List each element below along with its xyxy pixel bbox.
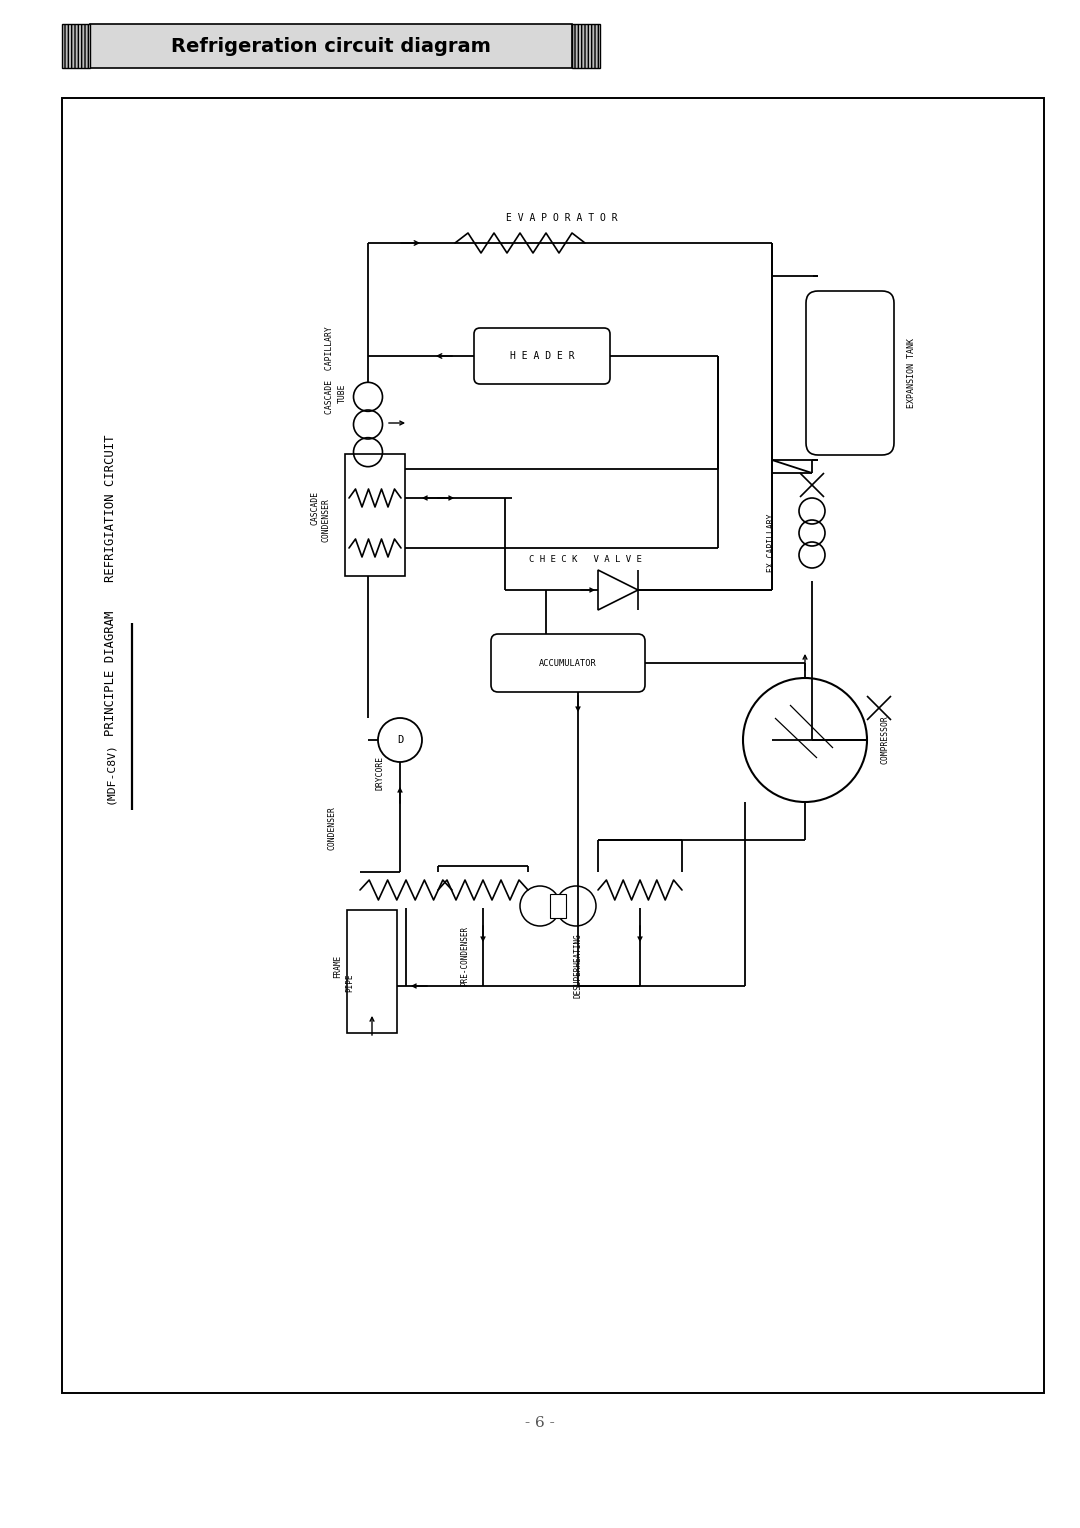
FancyBboxPatch shape [491,634,645,692]
Text: PIPE: PIPE [346,973,354,992]
Text: FRAME: FRAME [334,955,342,978]
Text: E V A P O R A T O R: E V A P O R A T O R [507,212,618,223]
Bar [345,454,405,576]
Text: H E A D E R: H E A D E R [510,351,575,361]
Text: DRYCORE: DRYCORE [376,756,384,790]
Bar [90,24,572,69]
Text: (MDF-C8V): (MDF-C8V) [105,743,114,804]
Bar [550,894,566,918]
FancyBboxPatch shape [474,329,610,384]
Text: CONDENSER: CONDENSER [322,498,330,542]
Bar [62,98,1044,1394]
Text: EX CAPILLARY: EX CAPILLARY [768,513,777,573]
Text: COMPRESSOR: COMPRESSOR [880,715,890,764]
FancyBboxPatch shape [806,290,894,455]
Text: DESUPERHEATING: DESUPERHEATING [573,934,582,998]
Text: CASCADE  CAPILLARY: CASCADE CAPILLARY [325,325,335,414]
Text: PRINCIPLE DIAGRAM: PRINCIPLE DIAGRAM [104,610,117,735]
Text: CASCADE: CASCADE [311,490,320,526]
Text: EXPANSION TANK: EXPANSION TANK [907,338,917,408]
Text: CONDENSER: CONDENSER [327,807,337,850]
Text: - 6 -: - 6 - [525,1416,555,1430]
Bar [572,24,600,69]
Text: Refrigeration circuit diagram: Refrigeration circuit diagram [171,37,491,55]
Text: D: D [396,735,403,746]
Text: REFRIGIATION CIRCUIT: REFRIGIATION CIRCUIT [104,434,117,582]
Text: TUBE: TUBE [337,384,347,403]
Bar [62,24,90,69]
Text: C H E C K   V A L V E: C H E C K V A L V E [528,556,642,564]
Bar [347,911,397,1033]
Text: ACCUMULATOR: ACCUMULATOR [539,659,597,668]
Text: PRE-CONDENSER: PRE-CONDENSER [460,926,470,986]
